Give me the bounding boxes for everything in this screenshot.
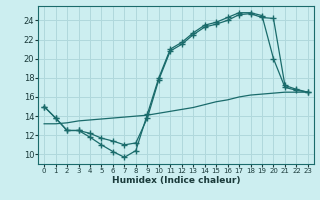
X-axis label: Humidex (Indice chaleur): Humidex (Indice chaleur) bbox=[112, 176, 240, 185]
